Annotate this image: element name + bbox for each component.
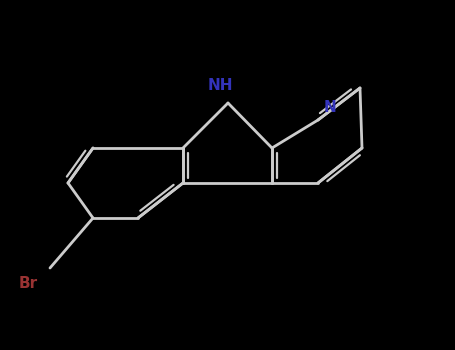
Text: N: N bbox=[324, 100, 336, 116]
Text: Br: Br bbox=[19, 275, 38, 290]
Text: NH: NH bbox=[207, 77, 233, 92]
